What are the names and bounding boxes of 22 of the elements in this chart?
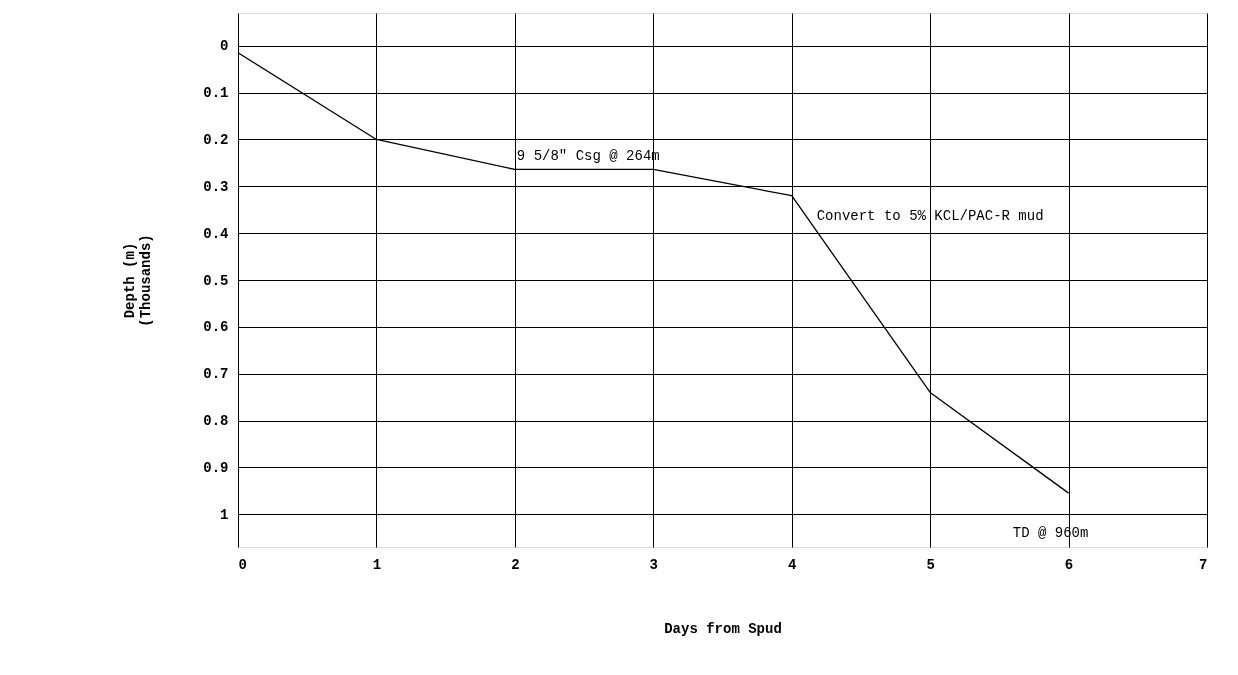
x-axis-title: Days from Spud — [664, 620, 782, 637]
y-tick-label: 1 — [220, 506, 229, 523]
annotation: Convert to 5% KCL/PAC-R mud — [816, 207, 1044, 224]
y-tick-label: 0.5 — [203, 272, 229, 289]
y-tick-label: 0.7 — [203, 366, 229, 383]
y-axis-title: Depth (m) (Thousands) — [122, 234, 155, 327]
x-tick-label: 3 — [649, 556, 658, 573]
y-tick-label: 0.6 — [203, 319, 229, 336]
x-tick-label: 6 — [1064, 556, 1074, 573]
x-tick-label: 0 — [238, 556, 247, 573]
x-tick-label: 1 — [372, 556, 382, 573]
y-tick-label: 0.4 — [203, 225, 229, 242]
y-tick-label: 0.3 — [203, 178, 229, 195]
x-tick-label: 2 — [511, 556, 520, 573]
y-tick-label: 0.9 — [203, 459, 229, 476]
x-tick-label: 5 — [926, 556, 935, 573]
y-tick-label: 0 — [220, 38, 229, 55]
y-tick-label: 0.2 — [203, 131, 229, 148]
y-tick-label: 0.1 — [203, 85, 229, 102]
y-tick-label: 0.8 — [203, 413, 229, 430]
x-tick-label: 4 — [788, 556, 797, 573]
x-tick-label: 7 — [1199, 556, 1208, 573]
